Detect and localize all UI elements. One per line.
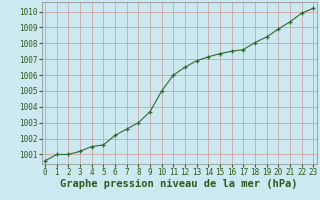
X-axis label: Graphe pression niveau de la mer (hPa): Graphe pression niveau de la mer (hPa) [60, 179, 298, 189]
